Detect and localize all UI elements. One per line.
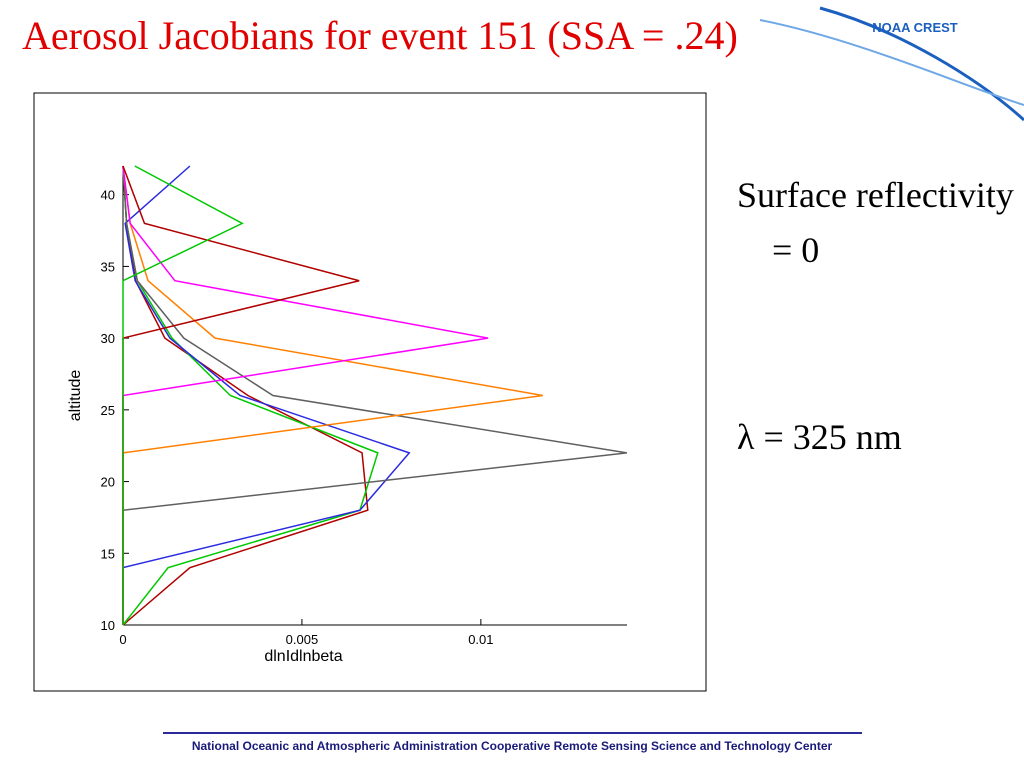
note: Surface reflectivity = 0 [737, 175, 1014, 270]
y-tick-label: 15 [101, 546, 115, 561]
logo-swoosh [819, 6, 1024, 122]
data-line [122, 165, 489, 625]
data-line [122, 165, 369, 626]
logo: NOAA CREST [872, 20, 958, 35]
data-line [122, 165, 627, 625]
logo-swoosh [759, 19, 1024, 106]
y-tick-label: 25 [101, 403, 115, 418]
x-tick-label: 0.01 [468, 632, 493, 647]
y-tick-label: 30 [101, 331, 115, 346]
x-tick-label: 0.005 [286, 632, 319, 647]
slide-title: Aerosol Jacobians for event 151 (SSA = .… [22, 13, 738, 58]
data-line [122, 165, 411, 625]
y-tick-label: 20 [101, 475, 115, 490]
y-tick-label: 40 [101, 188, 115, 203]
footer: National Oceanic and Atmospheric Adminis… [191, 739, 833, 753]
y-tick-label: 10 [101, 618, 115, 633]
y-tick-label: 35 [101, 259, 115, 274]
chart-frame [33, 92, 707, 692]
y-axis-label: altitude [67, 370, 84, 422]
note: λ = 325 nm [737, 417, 902, 457]
x-tick-label: 0 [119, 632, 126, 647]
data-line [122, 165, 244, 625]
data-line [122, 165, 379, 626]
x-axis-label: dlnIdlnbeta [264, 648, 342, 665]
